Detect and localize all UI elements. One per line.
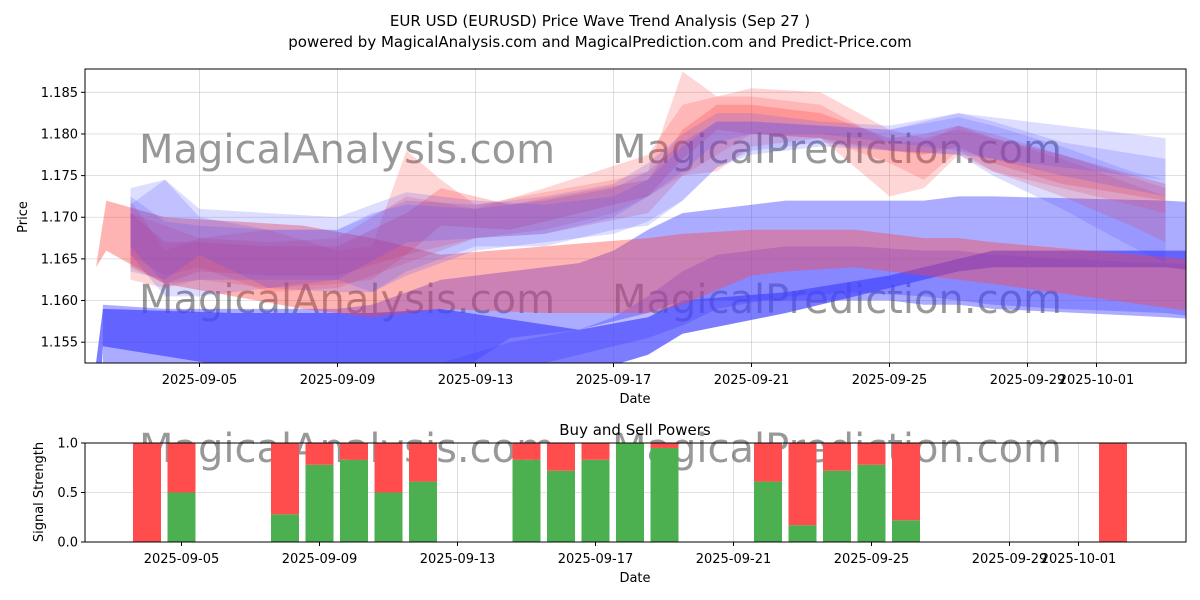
- watermark-top-right: MagicalPrediction.com: [612, 127, 1062, 173]
- buy-bar: [616, 443, 644, 542]
- price-y-tick-label: 1.160: [41, 294, 78, 309]
- buy-bar: [857, 464, 886, 542]
- price-x-tick-label: 2025-09-29: [990, 373, 1066, 388]
- signal-y-label: Signal Strength: [32, 442, 47, 542]
- signal-y-tick-label: 1.0: [57, 437, 78, 452]
- price-x-ticks: 2025-09-05 2025-09-09 2025-09-13 2025-09-17…: [162, 363, 1135, 388]
- signal-bars: [133, 443, 1127, 542]
- sell-bar: [892, 443, 920, 521]
- buy-bar: [650, 447, 679, 542]
- signal-x-ticks: 2025-09-05 2025-09-09 2025-09-13 2025-09-17…: [144, 542, 1117, 567]
- sell-bar: [547, 443, 575, 471]
- buy-bar: [823, 470, 851, 542]
- sell-bar: [788, 443, 817, 526]
- price-x-tick-label: 2025-09-17: [576, 373, 652, 388]
- price-x-label: Date: [619, 392, 650, 407]
- signal-x-tick-label: 2025-10-01: [1041, 552, 1117, 567]
- signal-panel: Buy and Sell Powers MagicalAnalysis.com …: [32, 421, 1187, 586]
- signal-x-tick-label: 2025-09-17: [558, 552, 634, 567]
- price-grid: [85, 69, 1186, 363]
- price-x-tick-label: 2025-10-01: [1059, 373, 1135, 388]
- red-wave-band: [130, 71, 1166, 288]
- watermark-top-left: MagicalAnalysis.com: [139, 127, 555, 173]
- buy-bar: [167, 492, 196, 542]
- price-y-tick-label: 1.175: [41, 169, 78, 184]
- sell-bar: [340, 443, 368, 460]
- chart-subtitle: powered by MagicalAnalysis.com and Magic…: [288, 33, 912, 51]
- buy-bar: [754, 481, 782, 542]
- buy-bar: [581, 459, 610, 542]
- buy-bar: [340, 459, 368, 542]
- price-y-tick-label: 1.185: [41, 86, 78, 101]
- sell-bar: [857, 443, 886, 465]
- sell-bar: [374, 443, 403, 493]
- buy-bar: [547, 470, 575, 542]
- signal-title: Buy and Sell Powers: [559, 421, 711, 439]
- sell-bar: [1099, 443, 1127, 542]
- sell-bar: [133, 443, 161, 542]
- sell-bar: [650, 443, 679, 448]
- signal-x-label: Date: [619, 571, 650, 586]
- sell-bar: [754, 443, 782, 482]
- blue-wave-band: [130, 113, 1166, 284]
- price-x-tick-label: 2025-09-05: [162, 373, 238, 388]
- signal-y-tick-label: 0.0: [57, 536, 78, 551]
- sell-bar: [271, 443, 299, 515]
- buy-bar: [305, 464, 334, 542]
- signal-y-tick-label: 0.5: [57, 486, 78, 501]
- red-wave-band: [130, 88, 1166, 293]
- red-wave-band: [96, 200, 1186, 318]
- sell-bar: [823, 443, 851, 471]
- blue-wave-band: [130, 117, 1166, 293]
- sell-bar: [167, 443, 196, 493]
- signal-x-tick-label: 2025-09-09: [282, 552, 358, 567]
- signal-x-tick-label: 2025-09-21: [696, 552, 772, 567]
- signal-x-tick-label: 2025-09-13: [420, 552, 496, 567]
- price-x-tick-label: 2025-09-09: [300, 373, 376, 388]
- signal-x-tick-label: 2025-09-29: [972, 552, 1048, 567]
- signal-y-ticks: 0.0 0.5 1.0: [57, 437, 85, 551]
- price-y-ticks: 1.155 1.160 1.165 1.170 1.175 1.180 1.185: [41, 86, 85, 351]
- price-x-tick-label: 2025-09-25: [852, 373, 928, 388]
- sell-bar: [305, 443, 334, 465]
- sell-bar: [512, 443, 541, 460]
- blue-wave-band: [406, 246, 1186, 363]
- price-x-tick-label: 2025-09-13: [438, 373, 514, 388]
- price-y-tick-label: 1.170: [41, 211, 78, 226]
- blue-wave-band: [102, 196, 1186, 363]
- price-y-label: Price: [16, 201, 31, 233]
- blue-wave-band: [96, 250, 1186, 363]
- buy-bar: [409, 481, 437, 542]
- buy-bar: [512, 459, 541, 542]
- price-y-tick-label: 1.155: [41, 336, 78, 351]
- buy-bar: [374, 492, 403, 542]
- buy-bar: [892, 520, 920, 542]
- price-wave-bands: [96, 71, 1186, 363]
- sell-bar: [581, 443, 610, 460]
- chart-title: EUR USD (EURUSD) Price Wave Trend Analys…: [390, 12, 810, 30]
- buy-bar: [788, 525, 817, 542]
- signal-x-tick-label: 2025-09-05: [144, 552, 220, 567]
- red-wave-band: [130, 104, 1166, 284]
- price-plot-frame: [84, 68, 1187, 364]
- sell-bar: [409, 443, 437, 482]
- price-y-tick-label: 1.165: [41, 252, 78, 267]
- signal-x-tick-label: 2025-09-25: [834, 552, 910, 567]
- price-y-tick-label: 1.180: [41, 127, 78, 142]
- blue-wave-band: [130, 113, 1166, 297]
- price-watermarks: MagicalAnalysis.com MagicalPrediction.co…: [139, 127, 1062, 323]
- price-x-tick-label: 2025-09-21: [714, 373, 790, 388]
- buy-bar: [271, 514, 299, 542]
- price-panel: MagicalAnalysis.com MagicalPrediction.co…: [16, 68, 1187, 407]
